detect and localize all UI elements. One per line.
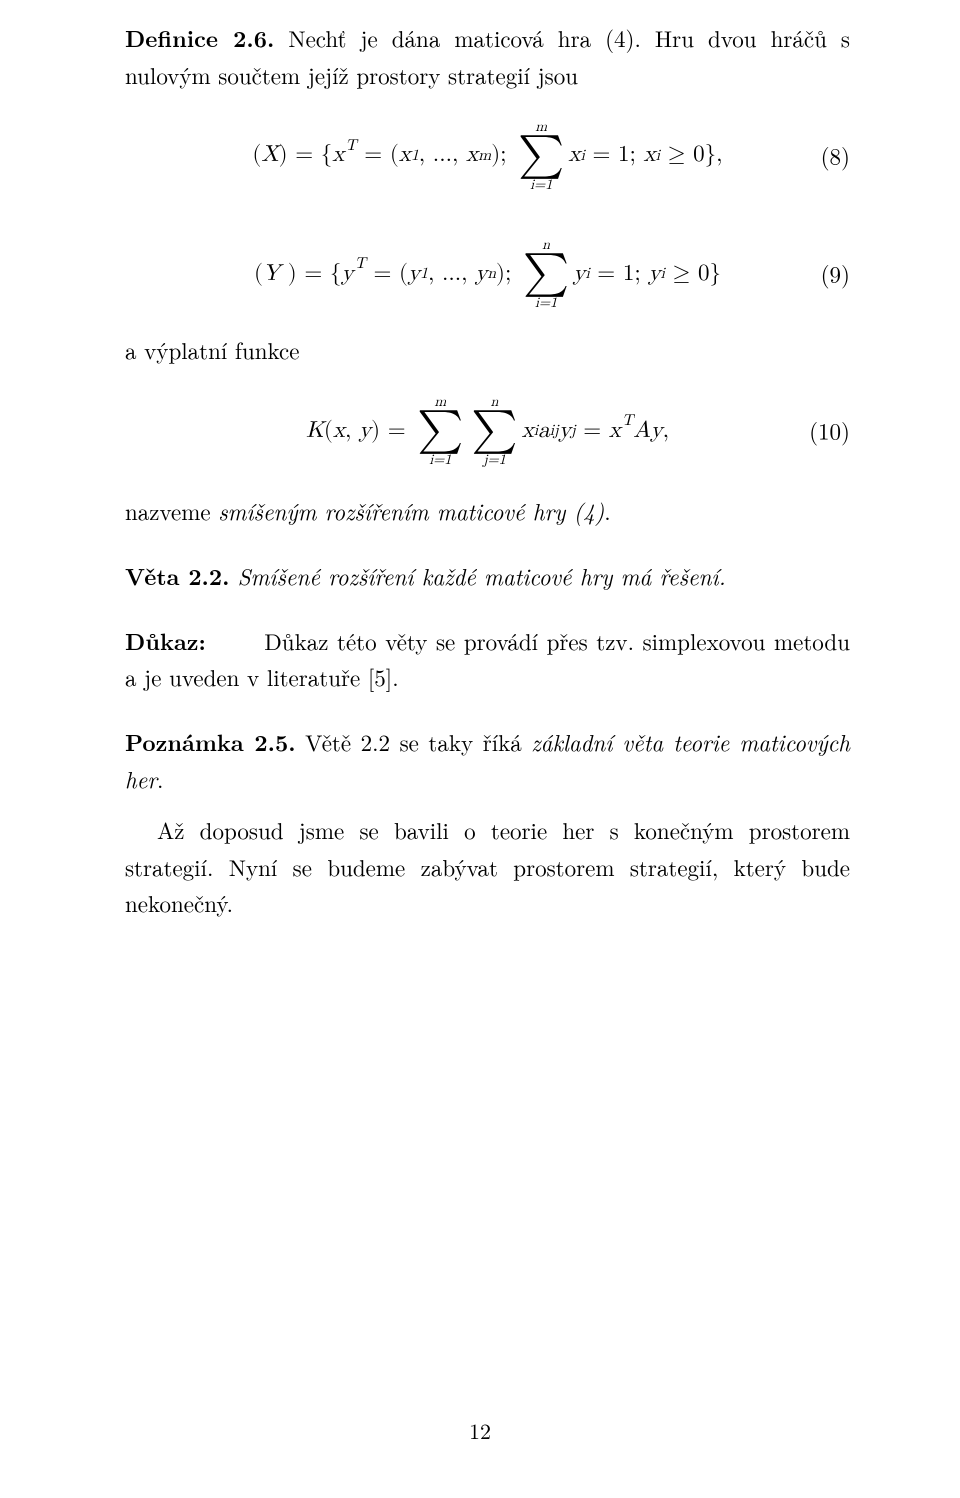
proof-text: Důkaz této věty se provádí přes tzv. sim…	[125, 624, 850, 694]
payoff-function-text: a výplatní funkce	[125, 332, 850, 369]
definition-2-6: Definice 2.6. Nechť je dána maticová hra…	[125, 20, 850, 94]
proof: Důkaz: Důkaz této věty se provádí přes t…	[125, 623, 850, 697]
remark-label: Poznámka 2.5.	[125, 725, 296, 758]
equation-8: (X) = {xT = (x1, ..., xm); m ∑ i=1 xi = …	[125, 120, 850, 192]
page-number: 12	[0, 1413, 960, 1448]
eq10-math: K(x, y) = m ∑ i=1 n ∑ j=1 xiaijyj = xT A…	[306, 395, 669, 467]
theorem-2-2: Věta 2.2. Smíšené rozšíření každé matico…	[125, 558, 850, 595]
mixed-extension-text: nazveme smíšeným rozšířením maticové hry…	[125, 493, 850, 530]
eq10-number: (10)	[809, 413, 850, 450]
eq8-math: (X) = {xT = (x1, ..., xm); m ∑ i=1 xi = …	[252, 120, 722, 192]
theorem-label: Věta 2.2.	[125, 559, 229, 592]
equation-10: K(x, y) = m ∑ i=1 n ∑ j=1 xiaijyj = xT A…	[125, 395, 850, 467]
eq9-number: (9)	[821, 256, 850, 293]
equation-9: (Y ) = {yT = (y1, ..., yn); n ∑ i=1 yi =…	[125, 238, 850, 310]
proof-label: Důkaz:	[125, 624, 206, 657]
theorem-text: Smíšené rozšíření každé maticové hry má …	[229, 559, 725, 592]
closing-paragraph: Až doposud jsme se bavili o teorie her s…	[125, 812, 850, 922]
eq9-math: (Y ) = {yT = (y1, ..., yn); n ∑ i=1 yi =…	[254, 238, 721, 310]
definition-label: Definice 2.6.	[125, 21, 274, 54]
remark-2-5: Poznámka 2.5. Větě 2.2 se taky říká zákl…	[125, 724, 850, 798]
eq8-number: (8)	[821, 137, 850, 174]
